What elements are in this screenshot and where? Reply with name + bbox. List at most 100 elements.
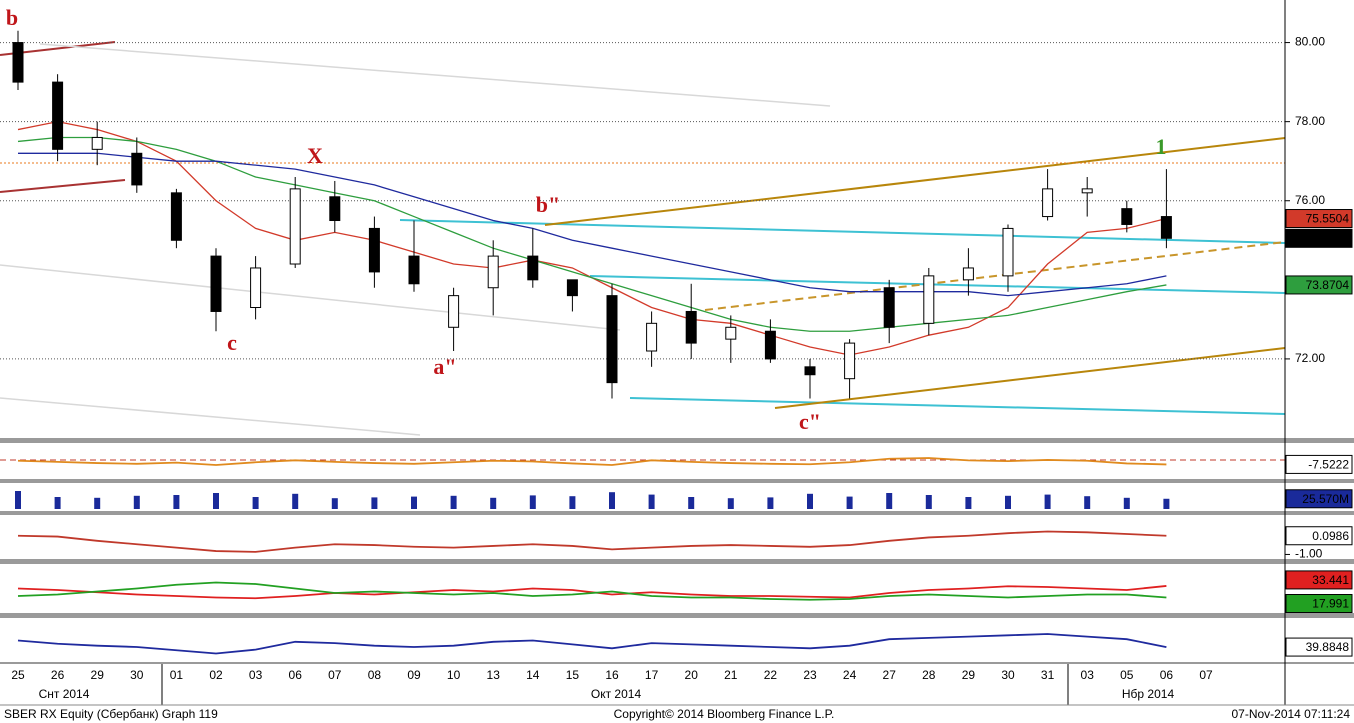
x-tick-label: 10: [447, 668, 461, 682]
candle-body: [1121, 208, 1133, 225]
last-value-label-box: [1285, 637, 1353, 657]
volume-bar: [252, 497, 259, 509]
candle-body: [923, 275, 935, 324]
y-tick-label: 72.00: [1295, 351, 1325, 365]
annotation: c: [227, 330, 237, 355]
x-tick-label: 07: [328, 668, 342, 682]
separator: [0, 479, 1354, 483]
x-tick-label: 06: [289, 668, 303, 682]
last-value-label: -7.5222: [1308, 458, 1349, 472]
x-tick-label: 29: [962, 668, 976, 682]
candle-body: [1160, 216, 1172, 239]
candle-body: [764, 330, 776, 360]
trend-line: [39, 43, 831, 107]
indicator-line: [17, 457, 1167, 466]
candle-body: [844, 342, 856, 380]
volume-bar: [1163, 498, 1170, 509]
last-value-label: 75.05: [1319, 231, 1349, 245]
volume-bar: [292, 493, 299, 509]
volume-bar: [331, 498, 338, 509]
x-tick-label: 07: [1199, 668, 1213, 682]
volume-bar: [767, 497, 774, 509]
last-value-label-box: [1285, 526, 1353, 546]
volume-bar: [173, 495, 180, 509]
trend-line: [589, 275, 1286, 294]
volume-bar: [133, 495, 140, 509]
volume-bar: [529, 495, 536, 509]
last-value-label: 33.441: [1312, 573, 1349, 587]
separator: [0, 438, 1354, 443]
month-label: Нбр 2014: [1122, 687, 1175, 701]
trend-line: [774, 347, 1286, 409]
annotation: 1: [1156, 134, 1167, 159]
x-tick-label: 21: [724, 668, 738, 682]
trend-line: [0, 179, 126, 193]
indicator-line: [17, 581, 1167, 601]
candle-body: [487, 255, 499, 289]
x-tick-label: 01: [170, 668, 184, 682]
x-tick-label: 14: [526, 668, 540, 682]
volume-bar: [727, 498, 734, 509]
last-value-label-box: [1285, 489, 1353, 509]
volume-bar: [609, 492, 615, 509]
trend-line: [0, 264, 621, 331]
trend-line: [629, 397, 1286, 415]
trend-lines: [0, 41, 1286, 461]
volume-bar: [15, 491, 21, 509]
footer-center: Copyright© 2014 Bloomberg Finance L.P.: [614, 707, 835, 721]
candle-body: [250, 267, 262, 309]
volume-bar: [688, 497, 695, 509]
x-tick-label: 13: [487, 668, 501, 682]
x-tick-label: 15: [566, 668, 580, 682]
trend-line: [704, 241, 1286, 311]
x-tick-label: 05: [1120, 668, 1134, 682]
candle-body: [368, 227, 380, 273]
x-tick-label: 02: [209, 668, 223, 682]
candle-body: [1081, 188, 1093, 194]
x-tick-label: 06: [1160, 668, 1174, 682]
month-label: Снт 2014: [39, 687, 90, 701]
annotation: c": [799, 409, 821, 434]
x-tick-label: 03: [249, 668, 263, 682]
x-tick-label: 30: [1001, 668, 1015, 682]
indicator-line: [17, 633, 1167, 655]
panel-separators: [0, 438, 1354, 664]
x-tick-label: 17: [645, 668, 659, 682]
y-tick-label: -1.00: [1295, 547, 1323, 561]
candle-body: [210, 255, 222, 312]
candle-body: [448, 295, 460, 328]
volume-bar: [450, 495, 457, 509]
volume-bar: [807, 493, 813, 509]
volume-bar: [846, 496, 853, 509]
volume-bar: [569, 496, 576, 509]
volume-bar: [1044, 494, 1051, 509]
candle-body: [1042, 188, 1054, 218]
volume-bar: [886, 493, 893, 509]
volume-bar: [1123, 497, 1130, 509]
last-value-label: 73.8704: [1306, 278, 1350, 292]
volume-bar: [490, 497, 497, 509]
candle-body: [91, 136, 103, 150]
x-tick-label: 31: [1041, 668, 1055, 682]
x-tick-label: 22: [764, 668, 778, 682]
annotation: X: [307, 143, 323, 168]
candle-body: [566, 279, 578, 297]
candle-body: [606, 295, 618, 384]
volume-bar: [54, 497, 61, 509]
volume-bar: [213, 493, 219, 509]
separator: [0, 662, 1354, 664]
x-tick-label: 27: [883, 668, 897, 682]
separator: [0, 511, 1354, 515]
candle-body: [12, 42, 24, 83]
last-value-label-box: [1285, 275, 1353, 295]
volume-bar: [94, 497, 101, 509]
x-tick-label: 28: [922, 668, 936, 682]
candle-body: [685, 310, 697, 344]
last-value-label-box: [1285, 570, 1353, 590]
annotation: b": [536, 192, 560, 217]
y-tick-label: 78.00: [1295, 114, 1325, 128]
candle-body: [170, 192, 182, 241]
last-value-label: 0.0986: [1312, 529, 1349, 543]
